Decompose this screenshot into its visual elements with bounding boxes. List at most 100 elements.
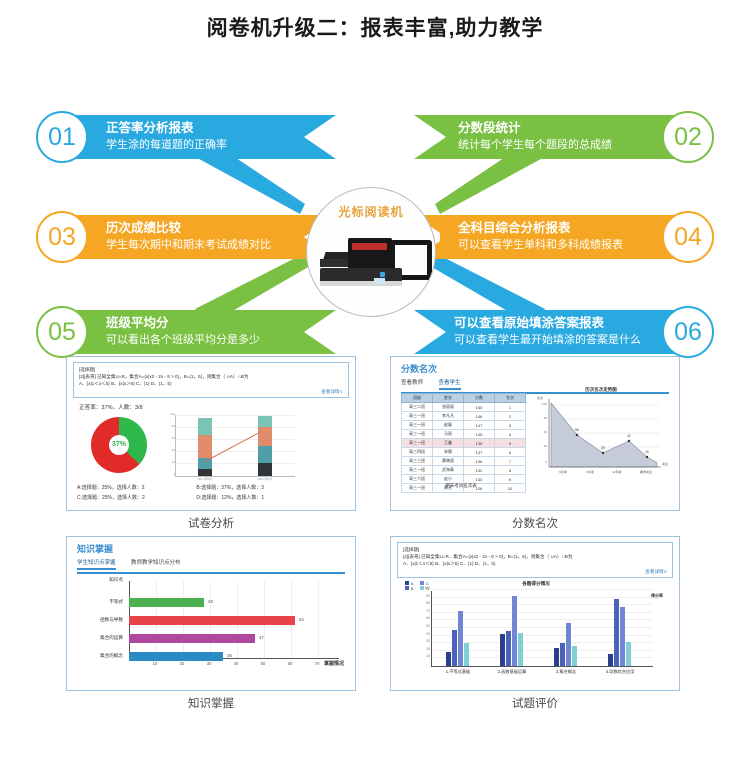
screen-caption-paper-analysis: 试卷分析 [188,518,234,530]
feature-row-02[interactable]: 02 分数段统计 统计每个学生每个题段的总成绩 [404,111,714,163]
hub-label: 光标阅读机 [338,205,404,219]
hbar-bar-3 [129,634,255,643]
table-row[interactable]: 高三一班 武海青 132 8 [401,465,526,475]
evaluation-legend: A C B D [405,581,429,591]
screen-paper-analysis[interactable]: [选择题] [2][表哥] 已知全集U=R，集合A={x|x2 - 2x - 8… [66,356,356,511]
evaluation-plot: 10 20 30 40 50 60 70 80 90 100 1.不等式基础 [424,586,653,674]
question-box-1: [选择题] [2][表哥] 已知全集U=R，集合A={x|x2 - 2x - 8… [73,362,349,398]
evaluation-chart-title: 各题得分情况 [522,581,550,586]
table-row[interactable]: 高三四班 宋薇 137 6 [401,447,526,457]
cell-class: 高三四班 [401,447,433,457]
table-row[interactable]: 高三二班 张丽丽 150 1 [401,402,526,412]
feature-number-circle-03: 03 [36,211,88,263]
knowledge-panel-title: 知识掌握 [77,544,114,554]
cell-score: 132 [463,465,495,475]
hbar-label-2: 函数与导数 [100,617,123,622]
cell-rank: 1 [494,402,526,412]
feature-number-02: 02 [674,123,702,151]
col-class: 班级 [401,393,433,403]
question-line1-1: [2][表哥] 已知全集U=R，集合A={x|x2 - 2x - 8 > 0}，… [79,374,249,379]
cell-name: 武海青 [432,465,464,475]
hbar-bar-1 [129,598,204,607]
knowledge-bar-chart: 知识点 不等式 28 函数与导数 62 集合的运算 47 集合的概 [79,577,344,677]
svg-text:18: 18 [645,450,649,454]
table-row[interactable]: 高三一班 王鑫 138 5 [401,438,526,448]
screen-cell-evaluation: [选择题] [2][表哥] 已知全集U=R，集合A={x|x2 - 2x - 8… [390,536,680,711]
cell-class: 高三一班 [401,438,433,448]
feature-title-06: 可以查看原始填涂答案报表 [454,316,605,330]
feature-title-01: 正答率分析报表 [106,121,194,135]
table-row[interactable]: 高三一班 马雨 145 4 [401,429,526,439]
area-chart-title: 历次名次走势图 [585,387,617,392]
stacked-bar-group-2 [258,416,272,476]
screen-knowledge[interactable]: 知识掌握 学生知识点掌握 教师教学知识点分布 知识点 不等式 28 [66,536,356,691]
banner-shape-05 [64,310,336,354]
cell-score: 150 [463,402,495,412]
cell-name: 黄晓丽 [432,456,464,466]
view-detail-link-2[interactable]: 查看详情∨ [645,569,667,574]
table-row[interactable]: 高三三班 黄晓丽 136 7 [401,456,526,466]
area-chart-svg: 56 28 42 18 100 60 40 20 0 6月考 9月考 12月考 期末考试 名次… [537,395,668,474]
cell-class: 高三一班 [401,429,433,439]
feature-desc-01: 学生涂的每道题的正确率 [106,139,227,151]
feature-banner-04: 全科目综合分析报表 可以查看学生单科和多科成绩报表 [458,215,693,259]
cell-class: 高三一班 [401,420,433,430]
area-ylabel: 名次 [537,395,543,400]
feature-number-03: 03 [48,223,76,251]
banner-shape-02 [414,115,686,159]
table-row[interactable]: 高三一班 李凡凡 148 2 [401,411,526,421]
screen-cell-knowledge: 知识掌握 学生知识点掌握 教师教学知识点分布 知识点 不等式 28 [66,536,356,711]
cell-name: 赵磊 [432,420,464,430]
feature-banner-03: 历次成绩比较 学生每次期中和期末考试成绩对比 [106,215,341,259]
feature-desc-05: 可以看出各个班级平均分是多少 [106,334,260,346]
cell-class: 高三三班 [401,456,433,466]
feature-number-05: 05 [48,318,76,346]
feature-banner-02: 分数段统计 统计每个学生每个题段的总成绩 [458,115,688,159]
col-score: 分数 [463,393,495,403]
feature-row-01[interactable]: 01 正答率分析报表 学生涂的每道题的正确率 [36,111,346,163]
banner-shape-06 [414,310,686,354]
screen-rank[interactable]: 分数名次 查看教师 查看学生 班级 姓名 分数 名次 高三二班 张丽丽 150 1 高… [390,356,680,511]
tab-student-knowledge[interactable]: 学生知识点掌握 [77,558,116,570]
trend-line [204,431,260,462]
feature-row-06[interactable]: 06 可以查看原始填涂答案报表 可以查看学生最开始填涂的答案是什么 [404,306,714,358]
feature-number-circle-06: 06 [662,306,714,358]
cell-score: 145 [463,429,495,439]
feature-number-circle-02: 02 [662,111,714,163]
option-stat-a: A:选择题：25%，选择人数：2 [77,485,145,491]
feature-row-05[interactable]: 05 班级平均分 可以看出各个班级平均分是多少 [36,306,346,358]
cell-score: 136 [463,456,495,466]
legend-c: C [426,582,429,586]
feature-banner-01: 正答率分析报表 学生涂的每道题的正确率 [106,115,336,159]
table-row[interactable]: 高三一班 蔡凡 128 10 [401,483,526,493]
donut-chart: 37% [91,417,147,473]
legend-b: B [411,587,414,591]
feature-banner-06: 可以查看原始填涂答案报表 可以查看学生最开始填涂的答案是什么 [454,310,692,354]
feature-desc-03: 学生每次期中和期末考试成绩对比 [106,239,271,251]
view-detail-link-1[interactable]: 查看详情∨ [321,389,343,394]
question-tag-1: [选择题] [79,367,96,372]
legend-d: D [426,587,430,591]
rank-panel-tabs[interactable]: 查看教师 查看学生 [401,378,669,394]
svg-text:40: 40 [544,430,548,434]
feature-banner-05: 班级平均分 可以看出各个班级平均分是多少 [106,310,336,354]
svg-text:12月考: 12月考 [612,469,621,474]
evaluation-chart-note: 得分率 [651,593,663,598]
cell-rank: 8 [494,465,526,475]
hbar-value-3: 47 [259,635,264,640]
knowledge-panel-tabs[interactable]: 学生知识点掌握 教师教学知识点分布 [77,558,345,574]
table-row[interactable]: 高三一班 赵磊 147 3 [401,420,526,430]
screen-cell-rank: 分数名次 查看教师 查看学生 班级 姓名 分数 名次 高三二班 张丽丽 150 1 高… [390,356,680,531]
hbar-value-2: 62 [299,617,304,622]
tab-view-teacher[interactable]: 查看教师 [401,380,424,386]
hub-circle: 光标阅读机 [306,187,436,317]
hbar-row-1: 不等式 28 [79,595,344,613]
hbar-row-4: 集合的概念 35 [79,649,344,667]
screenshot-grid: [选择题] [2][表哥] 已知全集U=R，集合A={x|x2 - 2x - 8… [0,348,750,748]
tab-teacher-knowledge[interactable]: 教师教学知识点分布 [131,560,181,566]
tab-view-student[interactable]: 查看学生 [438,378,461,390]
feature-row-04[interactable]: 04 全科目综合分析报表 可以查看学生单科和多科成绩报表 [404,211,714,263]
feature-row-03[interactable]: 03 历次成绩比较 学生每次期中和期末考试成绩对比 [36,211,346,263]
hbar-bar-2 [129,616,295,625]
screen-evaluation[interactable]: [选择题] [2][表哥] 已知全集U=R，集合A={x|x2 - 2x - 8… [390,536,680,691]
